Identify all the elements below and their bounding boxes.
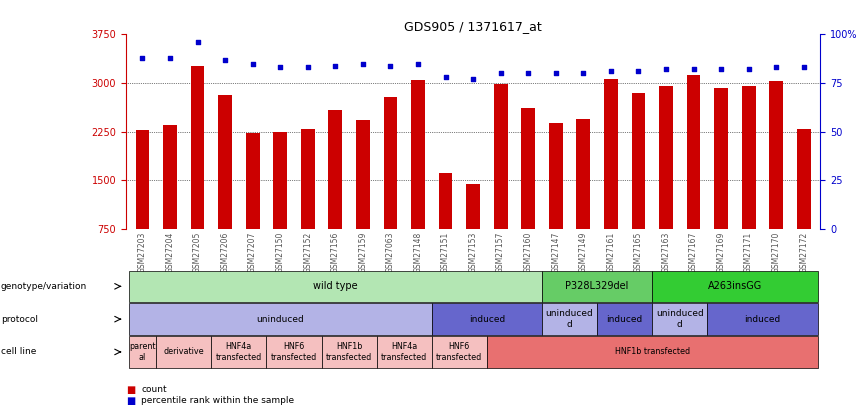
Bar xyxy=(246,133,260,229)
Text: induced: induced xyxy=(744,315,780,324)
Text: count: count xyxy=(141,385,168,394)
Title: GDS905 / 1371617_at: GDS905 / 1371617_at xyxy=(404,20,542,33)
Text: uninduced: uninduced xyxy=(256,315,304,324)
Text: ■: ■ xyxy=(126,396,135,405)
Point xyxy=(604,68,618,75)
Point xyxy=(163,55,177,61)
Point xyxy=(521,70,535,77)
Bar xyxy=(714,88,728,229)
Bar xyxy=(438,173,452,229)
Bar xyxy=(466,184,480,229)
Text: A263insGG: A263insGG xyxy=(707,281,762,291)
Text: wild type: wild type xyxy=(313,281,358,291)
Text: HNF1b
transfected: HNF1b transfected xyxy=(326,342,372,362)
Point xyxy=(549,70,562,77)
Bar xyxy=(135,130,149,229)
Bar xyxy=(742,85,755,229)
Point xyxy=(301,64,315,71)
Text: uninduced
d: uninduced d xyxy=(656,309,704,329)
Point xyxy=(135,55,149,61)
Bar xyxy=(769,81,783,229)
Bar xyxy=(273,132,287,229)
Text: HNF1b transfected: HNF1b transfected xyxy=(615,347,690,356)
Bar xyxy=(384,97,398,229)
Point xyxy=(741,66,755,72)
Point xyxy=(494,70,508,77)
Bar xyxy=(301,129,314,229)
Bar xyxy=(356,120,370,229)
Point xyxy=(246,60,260,67)
Point xyxy=(438,74,452,81)
Text: percentile rank within the sample: percentile rank within the sample xyxy=(141,396,294,405)
Point xyxy=(356,60,370,67)
Point xyxy=(273,64,287,71)
Text: HNF4a
transfected: HNF4a transfected xyxy=(381,342,427,362)
Text: uninduced
d: uninduced d xyxy=(546,309,594,329)
Bar xyxy=(191,66,204,229)
Point xyxy=(218,56,232,63)
Bar xyxy=(632,94,645,229)
Text: HNF6
transfected: HNF6 transfected xyxy=(271,342,317,362)
Text: cell line: cell line xyxy=(1,347,36,356)
Point xyxy=(659,66,673,72)
Point xyxy=(466,76,480,82)
Point xyxy=(714,66,728,72)
Text: induced: induced xyxy=(607,315,642,324)
Text: parent
al: parent al xyxy=(129,342,155,362)
Point xyxy=(576,70,590,77)
Point xyxy=(631,68,645,75)
Bar xyxy=(218,95,232,229)
Bar xyxy=(549,123,562,229)
Bar xyxy=(797,129,811,229)
Text: derivative: derivative xyxy=(163,347,204,356)
Bar xyxy=(659,85,673,229)
Text: genotype/variation: genotype/variation xyxy=(1,282,87,291)
Point xyxy=(687,66,700,72)
Bar xyxy=(411,81,424,229)
Text: ■: ■ xyxy=(126,385,135,394)
Bar xyxy=(163,125,177,229)
Point xyxy=(328,62,342,69)
Text: HNF4a
transfected: HNF4a transfected xyxy=(216,342,262,362)
Bar xyxy=(576,119,590,229)
Text: induced: induced xyxy=(469,315,505,324)
Bar xyxy=(687,75,700,229)
Bar xyxy=(522,108,535,229)
Point xyxy=(797,64,811,71)
Point xyxy=(191,39,205,45)
Bar xyxy=(494,84,508,229)
Point xyxy=(411,60,425,67)
Point xyxy=(384,62,398,69)
Text: HNF6
transfected: HNF6 transfected xyxy=(436,342,483,362)
Text: protocol: protocol xyxy=(1,315,38,324)
Bar xyxy=(604,79,618,229)
Text: P328L329del: P328L329del xyxy=(565,281,628,291)
Point xyxy=(769,64,783,71)
Bar xyxy=(328,110,342,229)
